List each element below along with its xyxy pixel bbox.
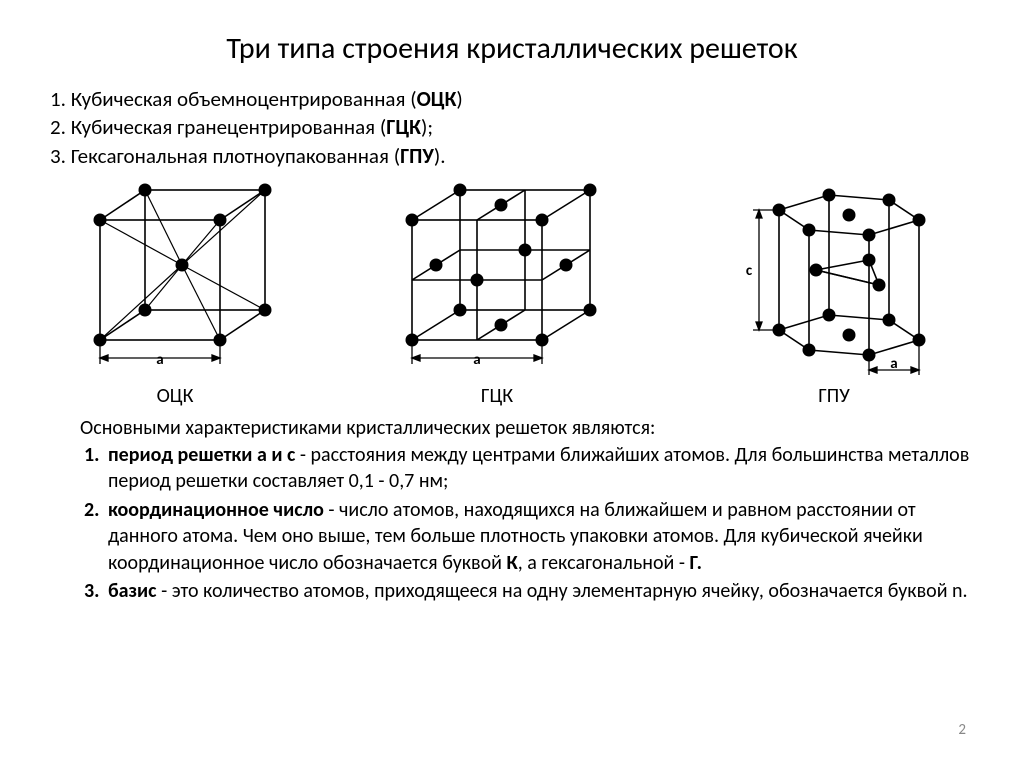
char-item-2: координационное число - число атомов, на… <box>104 497 974 576</box>
label-a: a <box>156 351 163 369</box>
hcp-svg: c a <box>704 180 964 380</box>
label-a: a <box>473 351 480 369</box>
label-c: c <box>746 262 753 280</box>
list-item-3: 3. Гексагональная плотноупакованная (ГПУ… <box>50 142 974 170</box>
page-number: 2 <box>958 721 966 739</box>
list-item-2: 2. Кубическая гранецентрированная (ГЦК); <box>50 113 974 141</box>
page-title: Три типа строения кристаллических решето… <box>50 30 974 67</box>
char-item-3: базис - это количество атомов, приходяще… <box>104 578 974 604</box>
diagram-bcc: a ОЦК <box>60 180 290 408</box>
label-a: a <box>890 355 897 373</box>
fcc-svg: a <box>372 180 622 380</box>
list-item-1: 1. Кубическая объемноцентрированная (ОЦК… <box>50 85 974 113</box>
caption-hcp: ГПУ <box>818 384 850 408</box>
diagram-hcp: c a ГПУ <box>704 180 964 408</box>
diagram-fcc: a ГЦК <box>372 180 622 408</box>
caption-fcc: ГЦК <box>481 384 513 408</box>
characteristics-intro: Основными характеристиками кристаллическ… <box>80 416 974 440</box>
caption-bcc: ОЦК <box>157 384 194 408</box>
diagram-row: a ОЦК <box>60 180 964 408</box>
type-list: 1. Кубическая объемноцентрированная (ОЦК… <box>50 85 974 170</box>
char-item-1: период решетки а и с - расстояния между … <box>104 442 974 495</box>
characteristics-list: период решетки а и с - расстояния между … <box>60 442 974 604</box>
bcc-svg: a <box>60 180 290 380</box>
